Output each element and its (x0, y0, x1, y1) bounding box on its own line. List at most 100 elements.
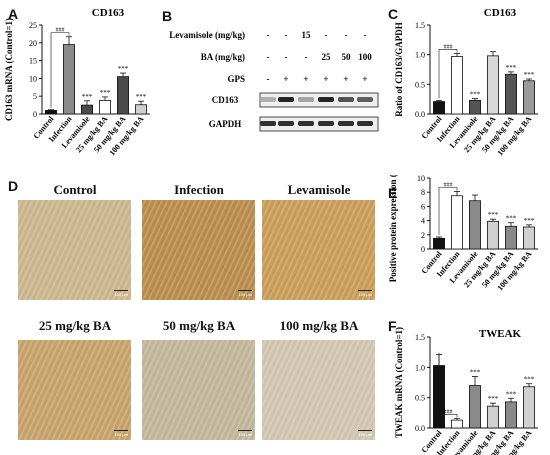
y-tick-label: 1.5 (415, 333, 425, 342)
y-tick-label: 0.0 (415, 424, 425, 433)
significance-label: *** (470, 368, 481, 376)
y-tick-label: 8 (421, 188, 425, 197)
bar (523, 386, 535, 429)
blot-row-label: CD163 (212, 95, 239, 105)
scale-bar (238, 430, 252, 431)
chart-title: TWEAK (479, 328, 522, 340)
condition-value: - (267, 30, 270, 40)
bar (451, 195, 463, 250)
y-tick-label: 0 (33, 110, 37, 119)
ihc-image: 100 μm (142, 200, 255, 300)
ihc-image: 100 μm (18, 200, 131, 300)
scale-bar (238, 290, 252, 291)
ihc-image: 100 μm (18, 340, 131, 440)
significance-label: *** (524, 217, 535, 225)
condition-label: GPS (227, 74, 245, 84)
significance-label: *** (506, 215, 517, 223)
bar (135, 104, 147, 115)
significance-label: *** (136, 93, 147, 101)
scale-text: 100 μm (238, 292, 252, 297)
bar (469, 99, 481, 115)
panel-label-f: F (388, 318, 397, 334)
y-axis-label: Positive protein expression (CD163) (388, 175, 398, 282)
bar (505, 225, 517, 250)
condition-value: - (267, 52, 270, 62)
bar (99, 100, 111, 115)
significance-label: *** (82, 93, 93, 101)
ihc-image: 100 μm (262, 340, 375, 440)
panel-label-c: C (388, 6, 399, 22)
significance-bracket (438, 352, 458, 418)
y-axis-label: CD163 mRNA (Control=1) (4, 18, 14, 121)
y-tick-label: 10 (417, 175, 425, 183)
blot-band (357, 121, 373, 126)
blot-band (357, 97, 373, 102)
condition-value: - (305, 52, 308, 62)
y-tick-label: 1.0 (415, 51, 425, 60)
significance-label: *** (506, 64, 517, 72)
y-tick-label: 2 (421, 231, 425, 240)
condition-label: Levamisole (mg/kg) (169, 30, 245, 40)
condition-value: + (283, 74, 288, 84)
condition-value: + (303, 74, 308, 84)
condition-value: + (362, 74, 367, 84)
scale-text: 100 μm (114, 292, 128, 297)
condition-value: - (285, 52, 288, 62)
condition-value: - (345, 30, 348, 40)
condition-value: 50 (342, 52, 352, 62)
condition-value: + (323, 74, 328, 84)
y-tick-label: 1.5 (415, 21, 425, 30)
scale-text: 100 μm (238, 432, 252, 437)
ihc-title: 25 mg/kg BA (38, 318, 112, 333)
ihc-title: 100 mg/kg BA (279, 318, 359, 333)
western-blot: Levamisole (mg/kg) - - 15 - - - BA (mg/kg) - - - 25… (169, 30, 379, 132)
significance-label: ### (444, 182, 453, 188)
significance-label: ### (444, 44, 453, 50)
blot-band (278, 121, 294, 126)
bar (487, 55, 499, 115)
y-tick-label: 1.0 (415, 363, 425, 372)
bar (469, 385, 481, 429)
scale-bar (114, 290, 128, 291)
blot-band (298, 121, 314, 126)
condition-value: - (285, 30, 288, 40)
bar (487, 405, 499, 429)
ihc-image: 100 μm (262, 200, 375, 300)
significance-bracket (438, 49, 458, 99)
y-tick-label: 0.5 (415, 394, 425, 403)
ihc-title: Levamisole (287, 182, 351, 197)
condition-value: - (364, 30, 367, 40)
bar (451, 419, 463, 429)
significance-bracket (50, 32, 70, 108)
bar (523, 226, 535, 250)
significance-label: *** (488, 395, 499, 403)
y-tick-label: 20 (29, 39, 37, 48)
ihc-title: Control (53, 182, 97, 197)
significance-label: *** (524, 376, 535, 384)
bar (45, 110, 57, 115)
bar (451, 56, 463, 115)
y-tick-label: 15 (29, 57, 37, 66)
y-tick-label: 4 (421, 217, 425, 226)
y-axis-label: TWEAK mRNA (Control=1) (394, 327, 404, 438)
panel-label-b: B (162, 8, 173, 24)
panel-label-e: E (388, 185, 398, 201)
blot-band (338, 121, 354, 126)
condition-value: + (343, 74, 348, 84)
scale-bar (358, 290, 372, 291)
condition-value: - (325, 30, 328, 40)
condition-value: 15 (302, 30, 312, 40)
blot-band (278, 97, 294, 102)
scale-bar (358, 430, 372, 431)
blot-band (260, 121, 276, 126)
bar (505, 73, 517, 115)
y-tick-label: 5 (33, 92, 37, 101)
significance-label: *** (506, 390, 517, 398)
scale-text: 100 μm (358, 292, 372, 297)
y-tick-label: 6 (421, 202, 425, 211)
bar (433, 237, 445, 250)
significance-label: *** (488, 211, 499, 219)
